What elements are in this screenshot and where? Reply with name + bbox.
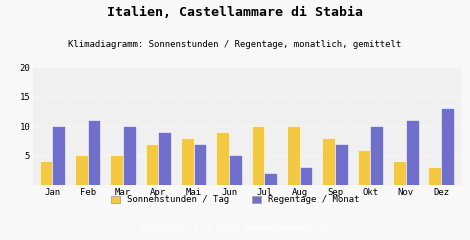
Text: Italien, Castellammare di Stabia: Italien, Castellammare di Stabia xyxy=(107,6,363,19)
Bar xyxy=(75,156,88,185)
Bar xyxy=(181,138,194,185)
Bar xyxy=(229,156,242,185)
Bar xyxy=(406,120,419,185)
Legend: Sonnenstunden / Tag, Regentage / Monat: Sonnenstunden / Tag, Regentage / Monat xyxy=(111,195,359,204)
Bar xyxy=(335,144,348,185)
Bar xyxy=(370,126,383,185)
Bar xyxy=(123,126,136,185)
Text: Klimadiagramm: Sonnenstunden / Regentage, monatlich, gemittelt: Klimadiagramm: Sonnenstunden / Regentage… xyxy=(68,40,402,49)
Bar xyxy=(287,126,300,185)
Bar xyxy=(300,167,313,185)
Bar xyxy=(358,150,370,185)
Bar xyxy=(441,108,454,185)
Bar xyxy=(146,144,158,185)
Bar xyxy=(39,161,52,185)
Bar xyxy=(322,138,335,185)
Bar xyxy=(252,126,265,185)
Bar xyxy=(158,132,171,185)
Text: Copyright (C) 2010 sonnenlaender.de: Copyright (C) 2010 sonnenlaender.de xyxy=(141,223,329,232)
Bar xyxy=(52,126,65,185)
Bar xyxy=(393,161,406,185)
Bar xyxy=(110,156,123,185)
Bar xyxy=(194,144,206,185)
Bar xyxy=(216,132,229,185)
Bar xyxy=(265,173,277,185)
Bar xyxy=(88,120,101,185)
Bar xyxy=(429,167,441,185)
